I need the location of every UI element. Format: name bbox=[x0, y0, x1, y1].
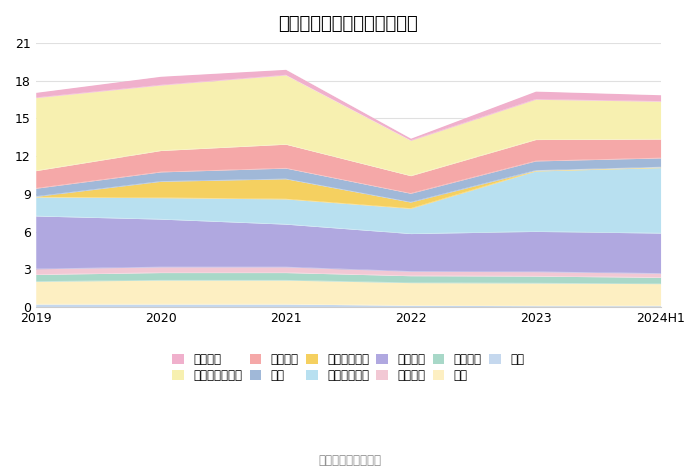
Title: 历年主要资产堆积图（亿元）: 历年主要资产堆积图（亿元） bbox=[279, 15, 418, 33]
Text: 数据来源：恒生聚源: 数据来源：恒生聚源 bbox=[318, 454, 382, 467]
Legend: 货币资金, 交易性金融资产, 应收账款, 存货, 持有待售资产, 长期股权投资, 固定资产, 在建工程, 无形资产, 商誉, 其它: 货币资金, 交易性金融资产, 应收账款, 存货, 持有待售资产, 长期股权投资,… bbox=[172, 353, 524, 382]
